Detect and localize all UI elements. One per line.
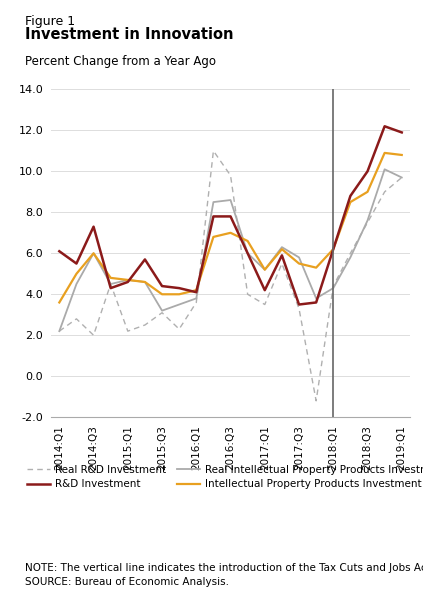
Text: NOTE: The vertical line indicates the introduction of the Tax Cuts and Jobs Act.: NOTE: The vertical line indicates the in… [25, 563, 423, 587]
Legend: Real R&D Investment, R&D Investment, Real Intellectual Property Products Investm: Real R&D Investment, R&D Investment, Rea… [27, 465, 423, 489]
Text: Percent Change from a Year Ago: Percent Change from a Year Ago [25, 55, 217, 68]
Text: Investment in Innovation: Investment in Innovation [25, 27, 234, 42]
Text: Figure 1: Figure 1 [25, 15, 75, 28]
